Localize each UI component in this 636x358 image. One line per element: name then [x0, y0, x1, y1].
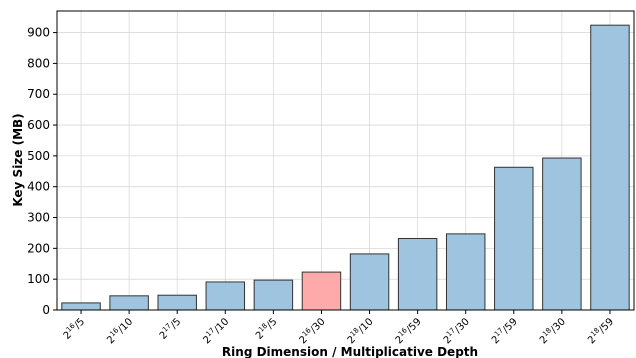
- y-axis-label: Key Size (MB): [11, 113, 25, 206]
- bar: [61, 302, 101, 311]
- y-tick-label: 400: [27, 180, 50, 194]
- y-tick-label: 700: [27, 87, 50, 101]
- plot-frame: [56, 10, 635, 311]
- x-tick-exponent: 18: [257, 322, 269, 334]
- x-axis-label: Ring Dimension / Multiplicative Depth: [222, 345, 478, 358]
- x-tick-exponent: 17: [493, 326, 505, 338]
- x-tick-exponent: 17: [161, 322, 173, 334]
- x-tick-label: 218/5: [253, 315, 280, 342]
- x-tick-label: 217/30: [440, 315, 471, 346]
- axes-layer: [53, 10, 635, 314]
- x-tick-label: 218/30: [537, 315, 568, 346]
- y-tick-label: 300: [27, 211, 50, 225]
- x-tick-label: 217/10: [200, 315, 231, 346]
- y-tick-label: 0: [42, 303, 50, 317]
- x-tick-exponent: 18: [541, 326, 553, 338]
- bar: [445, 233, 486, 311]
- bar: [397, 237, 438, 311]
- y-tick-label: 900: [27, 26, 50, 40]
- bar: [157, 294, 197, 311]
- bar: [109, 295, 149, 311]
- y-tick-label: 800: [27, 56, 50, 70]
- bar: [494, 166, 534, 311]
- x-tick-exponent: 17: [445, 326, 457, 338]
- bars-layer: [61, 24, 630, 311]
- y-tick-label: 600: [27, 118, 50, 132]
- x-tick-label: 217/5: [156, 315, 183, 342]
- x-tick-label: 216/59: [392, 315, 423, 346]
- x-tick-labels: 216/5 216/10 217/5 217/10 218/5 216/30 218/10 2…: [60, 315, 616, 346]
- bar: [253, 279, 294, 311]
- x-tick-exponent: 18: [589, 326, 601, 338]
- x-tick-exponent: 18: [349, 326, 361, 338]
- x-tick-label: 216/5: [60, 315, 87, 342]
- bar: [590, 24, 630, 311]
- x-tick-label: 218/10: [344, 315, 375, 346]
- x-tick-label: 218/59: [585, 315, 616, 346]
- bar: [349, 253, 390, 311]
- y-tick-labels: 0 100 200 300 400 500 600 700 800 900: [27, 26, 50, 317]
- y-tick-label: 100: [27, 272, 50, 286]
- y-tick-label: 200: [27, 241, 50, 255]
- bar: [301, 271, 342, 311]
- x-tick-label: 216/30: [296, 315, 327, 346]
- x-tick-label: 217/59: [489, 315, 520, 346]
- y-tick-label: 500: [27, 149, 50, 163]
- x-tick-exponent: 17: [205, 326, 217, 338]
- x-tick-label: 216/10: [104, 315, 135, 346]
- bar: [205, 281, 246, 311]
- bar: [542, 157, 582, 311]
